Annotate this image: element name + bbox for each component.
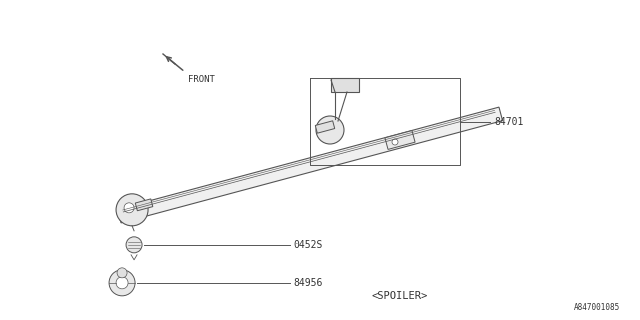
Circle shape [116,277,128,289]
Polygon shape [316,121,335,133]
Polygon shape [135,199,153,211]
Circle shape [116,194,148,226]
Text: 0452S: 0452S [293,240,323,250]
Text: 84701: 84701 [494,116,524,126]
Polygon shape [385,131,415,149]
Circle shape [126,237,142,253]
Polygon shape [117,107,502,223]
Circle shape [117,268,127,278]
Circle shape [124,203,134,213]
Text: A847001085: A847001085 [573,303,620,313]
Text: <SPOILER>: <SPOILER> [372,291,428,301]
Circle shape [392,139,398,145]
Circle shape [109,270,135,296]
Text: FRONT: FRONT [188,75,215,84]
Text: 84956: 84956 [293,278,323,288]
Bar [331,78,359,92]
Circle shape [316,116,344,144]
